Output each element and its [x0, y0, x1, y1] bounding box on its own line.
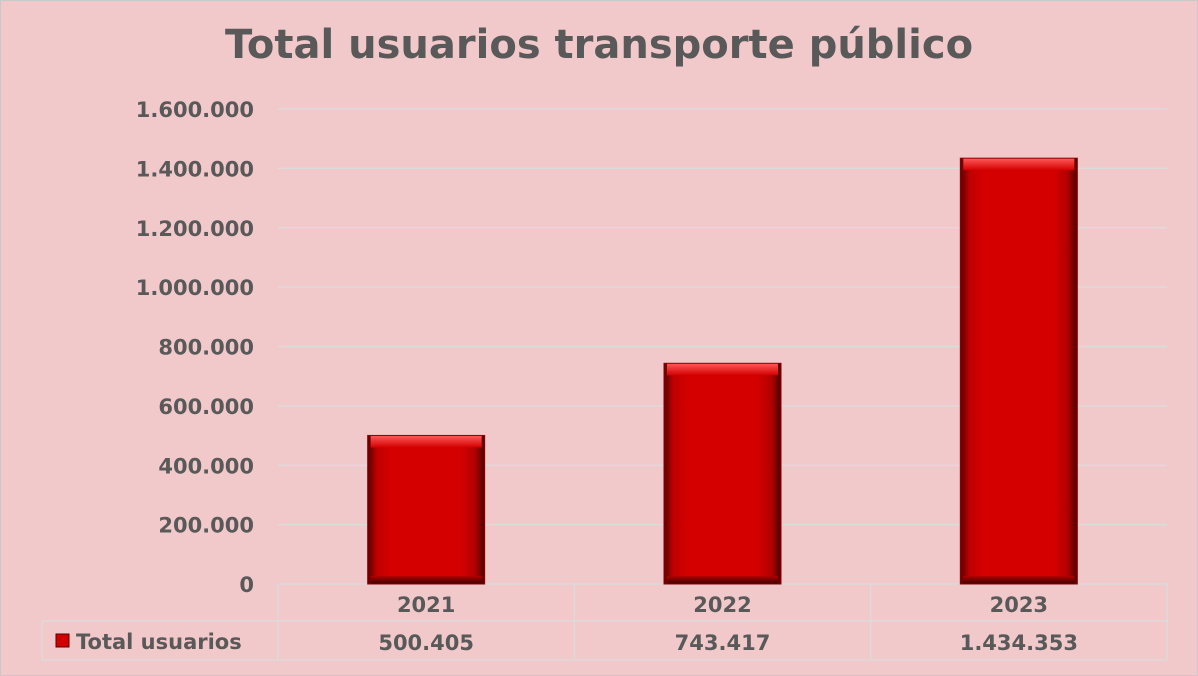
bar-bevel-bottom [370, 576, 482, 584]
bar-bevel-top [370, 435, 482, 448]
bar [664, 363, 781, 584]
bar-bevel-bottom [963, 576, 1075, 584]
y-tick-label: 1.600.000 [136, 98, 254, 122]
bar-2023 [959, 157, 1078, 585]
data-table-value: 743.417 [675, 631, 771, 655]
bar-outline [959, 157, 1078, 585]
y-tick-label: 800.000 [158, 336, 254, 360]
bar-bevel-top [963, 158, 1075, 171]
bar-bevel-top [667, 363, 778, 376]
y-tick-label: 600.000 [158, 395, 254, 419]
bar-outline [663, 362, 782, 585]
data-table-value: 500.405 [378, 631, 474, 655]
x-category-label: 2021 [397, 593, 455, 617]
x-category-label: 2023 [990, 593, 1048, 617]
bar-2022 [663, 362, 782, 585]
legend-key [55, 633, 70, 648]
data-table-value: 1.434.353 [960, 631, 1078, 655]
bar-outline [367, 434, 486, 585]
bar-bevel-bottom [667, 576, 778, 584]
chart-title: Total usuarios transporte público [224, 22, 974, 68]
y-tick-label: 400.000 [158, 454, 254, 478]
x-category-label: 2022 [693, 593, 751, 617]
y-tick-label: 0 [239, 573, 254, 597]
bar [367, 435, 485, 584]
legend-series-name: Total usuarios [76, 630, 242, 654]
y-tick-label: 200.000 [158, 514, 254, 538]
y-tick-label: 1.400.000 [136, 157, 254, 181]
y-tick-label: 1.200.000 [136, 217, 254, 241]
bar [960, 158, 1078, 584]
y-tick-label: 1.000.000 [136, 276, 254, 300]
bar-2021 [367, 434, 486, 585]
